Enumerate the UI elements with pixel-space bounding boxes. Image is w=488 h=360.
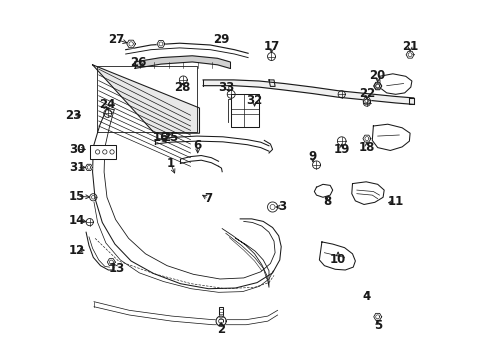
Text: 21: 21	[401, 40, 417, 53]
Polygon shape	[362, 135, 370, 142]
Text: 25: 25	[162, 131, 179, 144]
Polygon shape	[373, 83, 381, 90]
Polygon shape	[216, 316, 225, 326]
Text: 2: 2	[217, 323, 224, 336]
Text: 4: 4	[362, 291, 370, 303]
Text: 28: 28	[174, 81, 190, 94]
Text: 10: 10	[329, 253, 346, 266]
Text: 20: 20	[369, 69, 385, 82]
Text: 26: 26	[130, 57, 146, 69]
Text: 29: 29	[212, 33, 229, 46]
Text: 14: 14	[69, 214, 85, 227]
Text: 13: 13	[108, 262, 124, 275]
Text: 33: 33	[218, 81, 234, 94]
Text: 5: 5	[373, 319, 381, 332]
Bar	[219, 307, 223, 321]
Polygon shape	[379, 74, 411, 94]
Text: 12: 12	[69, 244, 85, 257]
Text: 8: 8	[323, 195, 331, 208]
Text: 18: 18	[358, 141, 374, 154]
Polygon shape	[107, 258, 115, 266]
Text: 22: 22	[358, 87, 374, 100]
Text: 17: 17	[263, 40, 279, 53]
Bar	[230, 94, 258, 127]
Polygon shape	[203, 80, 413, 104]
Polygon shape	[362, 97, 370, 104]
Polygon shape	[373, 82, 381, 89]
Polygon shape	[157, 40, 164, 48]
Polygon shape	[92, 65, 199, 133]
Text: 9: 9	[308, 150, 316, 163]
Polygon shape	[371, 124, 409, 150]
Text: 3: 3	[278, 201, 286, 213]
Text: 23: 23	[64, 109, 81, 122]
Text: 30: 30	[69, 143, 85, 156]
Text: 6: 6	[193, 139, 202, 152]
Polygon shape	[85, 164, 92, 171]
Text: 16: 16	[152, 131, 169, 144]
Polygon shape	[126, 40, 135, 48]
Text: 24: 24	[100, 98, 116, 111]
Text: 7: 7	[204, 192, 212, 205]
Polygon shape	[134, 56, 230, 68]
Text: 32: 32	[246, 94, 262, 107]
Text: 1: 1	[166, 157, 174, 170]
Text: 11: 11	[387, 195, 403, 208]
Polygon shape	[406, 51, 413, 58]
Polygon shape	[351, 182, 384, 204]
Bar	[90, 145, 116, 159]
Text: 31: 31	[69, 161, 85, 174]
Polygon shape	[373, 313, 381, 320]
Text: 19: 19	[333, 143, 349, 156]
Text: 27: 27	[108, 33, 124, 46]
Text: 15: 15	[69, 190, 85, 203]
